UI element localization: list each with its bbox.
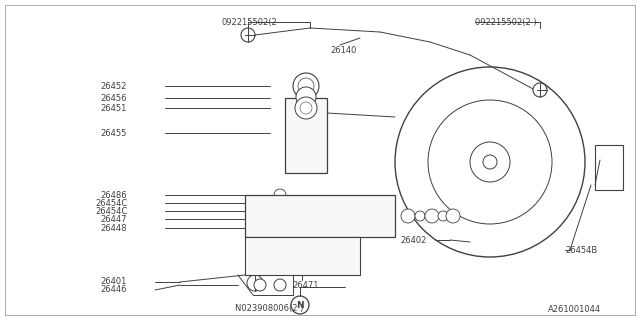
Text: 26454C: 26454C bbox=[95, 206, 127, 215]
Text: 26402: 26402 bbox=[400, 236, 426, 244]
Circle shape bbox=[533, 83, 547, 97]
Circle shape bbox=[241, 28, 255, 42]
Circle shape bbox=[401, 209, 415, 223]
Circle shape bbox=[254, 279, 266, 291]
Circle shape bbox=[293, 73, 319, 99]
Bar bbox=[245, 237, 360, 275]
Circle shape bbox=[446, 209, 460, 223]
Circle shape bbox=[415, 211, 425, 221]
Text: A261001044: A261001044 bbox=[548, 306, 601, 315]
Text: 26447: 26447 bbox=[100, 214, 127, 223]
Circle shape bbox=[483, 155, 497, 169]
Circle shape bbox=[295, 97, 317, 119]
Text: 26471: 26471 bbox=[292, 281, 319, 290]
Circle shape bbox=[470, 142, 510, 182]
Text: Ν023908006(2 ): Ν023908006(2 ) bbox=[235, 303, 303, 313]
Circle shape bbox=[298, 78, 314, 94]
Bar bbox=[595, 145, 623, 190]
Circle shape bbox=[395, 67, 585, 257]
Bar bbox=[285, 98, 327, 173]
Text: 26454C: 26454C bbox=[95, 198, 127, 207]
Text: 092215502(2 ): 092215502(2 ) bbox=[475, 18, 536, 27]
Text: 092215502(2: 092215502(2 bbox=[222, 18, 278, 27]
Circle shape bbox=[291, 296, 309, 314]
Text: 26456: 26456 bbox=[100, 93, 127, 102]
Circle shape bbox=[425, 209, 439, 223]
Circle shape bbox=[428, 100, 552, 224]
Circle shape bbox=[300, 102, 312, 114]
Text: 26448: 26448 bbox=[100, 223, 127, 233]
Circle shape bbox=[274, 189, 286, 201]
Bar bbox=[245, 195, 395, 237]
Circle shape bbox=[438, 211, 448, 221]
Circle shape bbox=[247, 275, 263, 291]
Text: 26452: 26452 bbox=[100, 82, 126, 91]
Text: 26401: 26401 bbox=[100, 277, 126, 286]
Circle shape bbox=[296, 87, 316, 107]
Text: 26455: 26455 bbox=[100, 129, 126, 138]
Text: 26140: 26140 bbox=[330, 45, 356, 54]
Text: 26446: 26446 bbox=[100, 285, 127, 294]
Text: 26486: 26486 bbox=[100, 190, 127, 199]
Text: N: N bbox=[296, 300, 304, 309]
Text: 26454B: 26454B bbox=[565, 245, 597, 254]
Circle shape bbox=[274, 279, 286, 291]
Text: 26451: 26451 bbox=[100, 103, 126, 113]
